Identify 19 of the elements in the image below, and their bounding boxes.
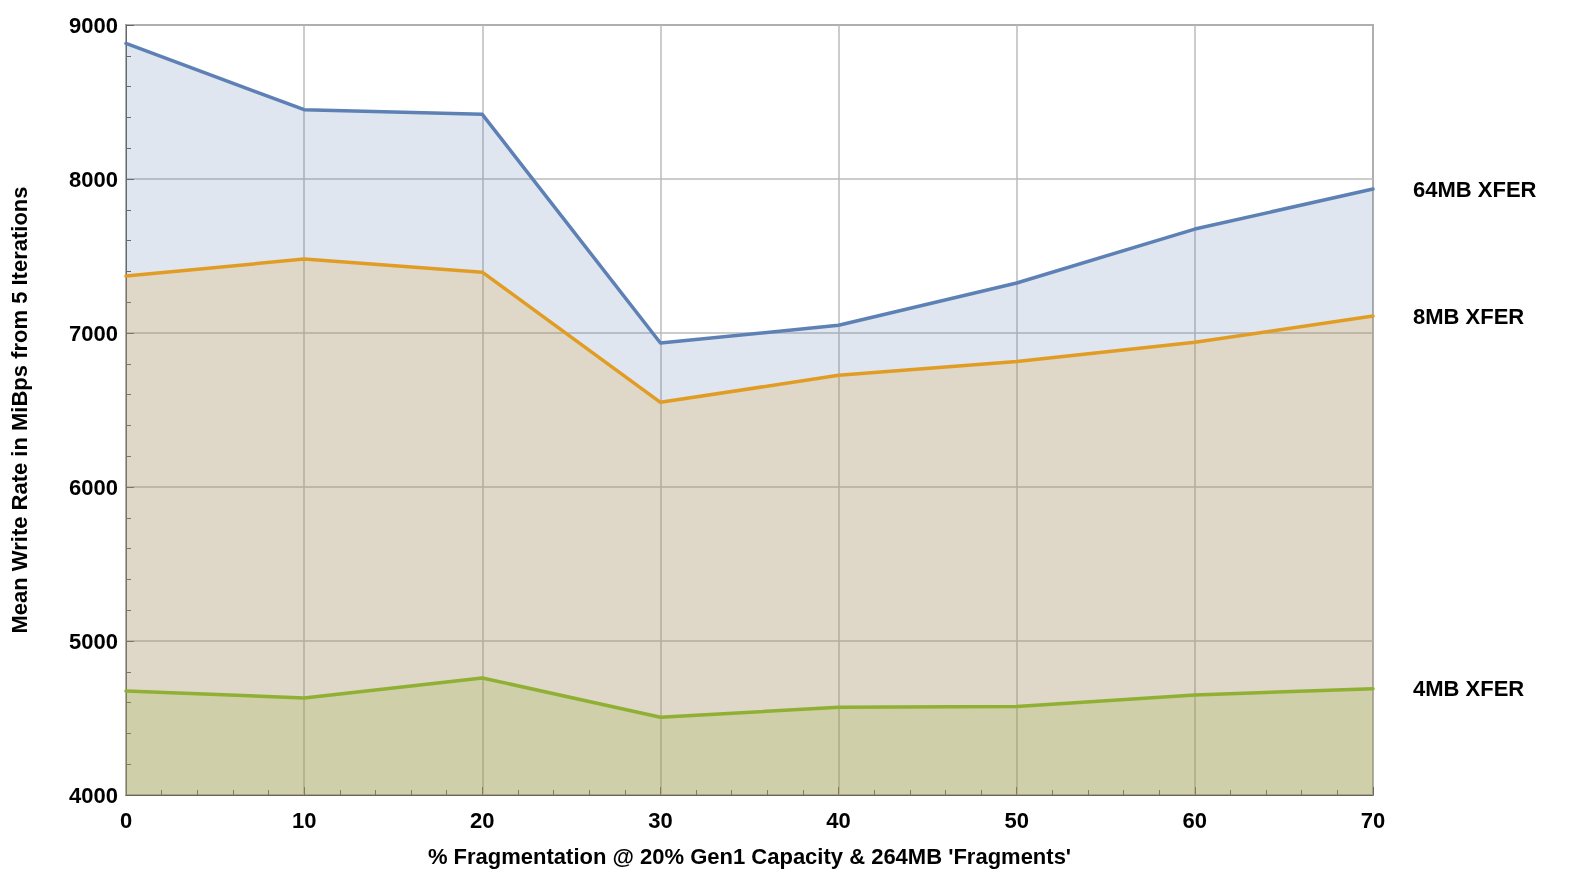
y-tick-label: 5000 xyxy=(69,628,118,654)
x-tick-label: 0 xyxy=(119,807,133,833)
x-tick-label: 40 xyxy=(826,807,851,833)
x-tick-label: 50 xyxy=(1004,807,1029,833)
series-label: 4MB XFER xyxy=(1413,676,1525,702)
y-axis-title: Mean Write Rate in MiBps from 5 Iterations xyxy=(6,186,32,634)
x-tick-label: 60 xyxy=(1182,807,1208,833)
y-tick-label: 7000 xyxy=(69,320,118,346)
x-tick-label: 10 xyxy=(291,807,317,833)
y-tick-label: 4000 xyxy=(69,782,118,808)
y-tick-label: 8000 xyxy=(69,166,118,192)
series-label: 8MB XFER xyxy=(1413,303,1525,329)
x-tick-label: 30 xyxy=(648,807,673,833)
y-tick-label: 6000 xyxy=(69,474,118,500)
y-tick-label: 9000 xyxy=(69,12,118,38)
x-axis-title: % Fragmentation @ 20% Gen1 Capacity & 264MB 'Fragments' xyxy=(427,843,1072,869)
x-tick-label: 20 xyxy=(470,807,495,833)
series-label: 64MB XFER xyxy=(1413,176,1537,202)
x-tick-label: 70 xyxy=(1360,807,1386,833)
